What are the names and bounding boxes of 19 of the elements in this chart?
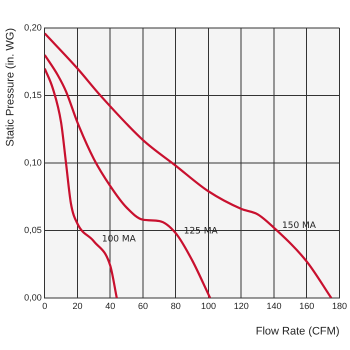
x-tick-label: 120 xyxy=(234,300,249,311)
y-axis-title: Static Pressure (in. WG) xyxy=(4,28,17,147)
y-tick-label: 0,15 xyxy=(24,90,42,100)
line-series xyxy=(44,32,332,298)
y-tick-label: 0,00 xyxy=(24,292,42,302)
x-tick-label: 180 xyxy=(332,300,348,311)
x-tick-label: 60 xyxy=(138,300,148,311)
x-tick-label: 100 xyxy=(200,300,216,311)
y-tick-label: 0,05 xyxy=(24,224,42,235)
y-tick-label: 0,20 xyxy=(24,22,42,32)
x-tick-label: 160 xyxy=(299,300,314,311)
x-tick-label: 40 xyxy=(105,300,116,311)
x-tick-label: 80 xyxy=(170,300,181,311)
x-axis-title: Flow Rate (CFM) xyxy=(256,325,340,338)
x-tick-label: 20 xyxy=(72,300,82,311)
x-tick-label: 140 xyxy=(266,300,282,311)
line-series xyxy=(44,67,118,298)
y-tick-label: 0,10 xyxy=(24,157,42,168)
x-tick-label: 0 xyxy=(42,300,48,311)
